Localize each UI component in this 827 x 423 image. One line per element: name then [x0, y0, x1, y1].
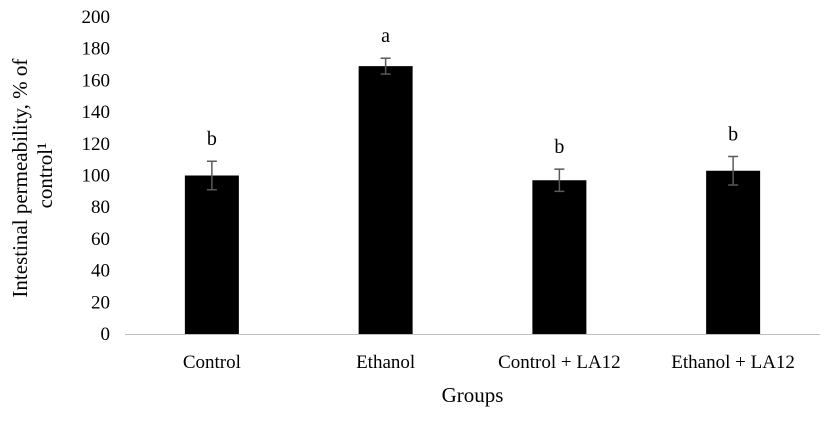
x-category-label: Ethanol [356, 352, 415, 373]
y-tick-label: 100 [82, 166, 111, 187]
y-tick-label: 0 [101, 324, 111, 345]
y-tick-label: 140 [82, 102, 111, 123]
significance-label: a [381, 25, 390, 47]
x-category-label: Control [183, 352, 241, 373]
bars [184, 66, 761, 334]
y-axis-ticks: 0 20 40 60 80 100 120 140 160 180 200 [82, 7, 111, 345]
bar [706, 170, 761, 334]
x-axis-title: Groups [442, 383, 504, 407]
bar [184, 175, 239, 334]
significance-labels: b a b b [207, 25, 738, 158]
x-category-label: Control + LA12 [498, 352, 621, 373]
x-category-label: Ethanol + LA12 [671, 352, 795, 373]
error-bar [206, 160, 217, 191]
y-tick-label: 200 [82, 7, 111, 28]
y-tick-label: 160 [82, 70, 111, 91]
y-tick-label: 60 [91, 229, 110, 250]
bar [532, 180, 587, 334]
significance-label: b [207, 128, 217, 150]
error-bars [206, 57, 739, 193]
significance-label: b [728, 123, 738, 145]
error-bar [554, 168, 565, 193]
y-axis-title-line1: Intestinal permeability, % of [8, 59, 32, 298]
error-bar [728, 155, 739, 186]
bar [358, 66, 413, 334]
y-tick-label: 20 [91, 292, 110, 313]
y-tick-label: 180 [82, 39, 111, 60]
y-axis-title: Intestinal permeability, % of control¹ [8, 53, 57, 297]
y-tick-label: 120 [82, 134, 111, 155]
error-bar [380, 57, 391, 75]
x-axis-category-labels: Control Ethanol Control + LA12 Ethanol + LA… [183, 352, 795, 373]
y-tick-label: 40 [91, 261, 110, 282]
y-axis-title-line2: control¹ [33, 143, 57, 209]
y-tick-label: 80 [91, 197, 110, 218]
significance-label: b [554, 136, 564, 158]
